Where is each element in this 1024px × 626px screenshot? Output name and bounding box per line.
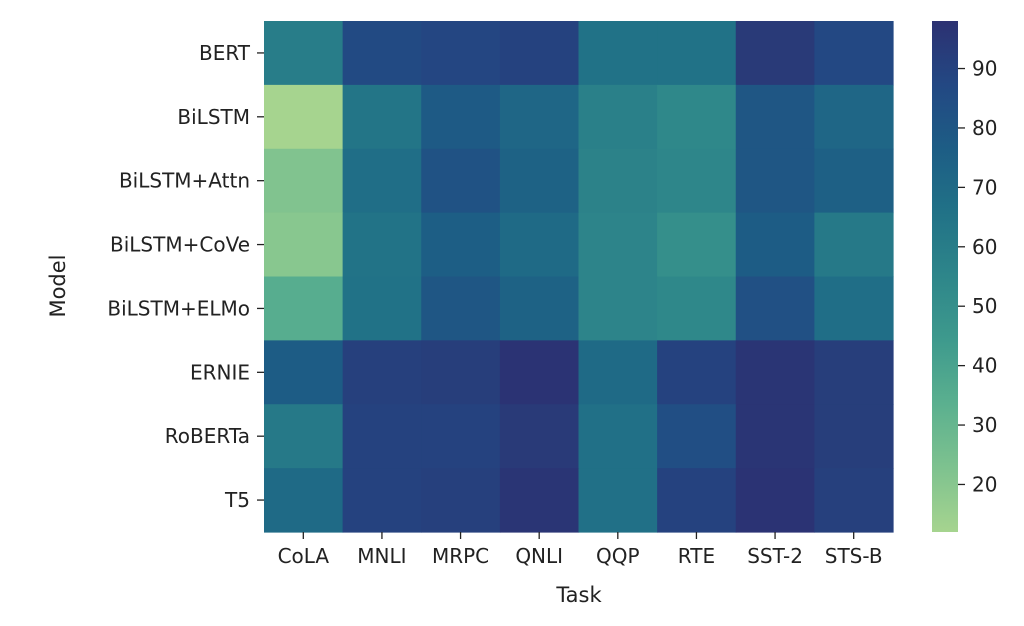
colorbar-tick-label: 50 [972,294,997,318]
y-tick-label: T5 [224,488,250,512]
heatmap-cell-BiLSTM+Attn-CoLA [264,148,344,214]
x-tick-label: CoLA [278,544,330,568]
heatmap-cell-BiLSTM+ELMo-SST-2 [735,276,815,341]
heatmap-cell-BiLSTM-CoLA [264,84,344,150]
heatmap-cell-BiLSTM+Attn-QNLI [499,148,580,214]
colorbar-tick-label: 90 [972,57,997,81]
heatmap-cell-T5-STS-B [814,468,894,533]
heatmap-cell-BiLSTM+CoVe-MNLI [342,212,422,278]
heatmap-cell-BiLSTM+ELMo-MNLI [342,276,422,341]
heatmap-cell-BiLSTM+Attn-SST-2 [735,148,815,214]
heatmap-cell-BiLSTM+CoVe-MRPC [421,212,501,278]
heatmap-cell-RoBERTa-STS-B [814,404,894,469]
heatmap-cell-T5-MNLI [342,468,422,533]
heatmap-cell-BiLSTM-MRPC [421,84,501,150]
heatmap-cell-ERNIE-RTE [657,340,737,405]
heatmap-cell-RoBERTa-QQP [578,404,658,469]
heatmap-cell-BiLSTM+ELMo-QQP [578,276,658,341]
colorbar-gradient [932,21,958,532]
colorbar-tick-label: 60 [972,235,997,259]
colorbar-tick-label: 20 [972,472,997,496]
y-axis: BERT BiLSTM BiLSTM+Attn BiLSTM+CoVe BiLSTM+E… [107,41,264,512]
heatmap-cell-BiLSTM+Attn-MRPC [421,148,501,214]
heatmap-cell-BiLSTM-STS-B [814,84,894,150]
colorbar-tick-label: 70 [972,175,997,199]
heatmap-cell-T5-QNLI [499,468,580,533]
heatmap-cell-BiLSTM+Attn-RTE [657,148,737,214]
heatmap-cell-T5-CoLA [264,468,344,533]
heatmap-cell-BiLSTM-QNLI [499,84,580,150]
x-tick-label: STS-B [825,544,883,568]
heatmap-cell-T5-MRPC [421,468,501,533]
heatmap-cell-ERNIE-SST-2 [735,340,815,405]
heatmap-cell-ERNIE-MNLI [342,340,422,405]
heatmap-cell-BiLSTM-MNLI [342,84,422,150]
heatmap-cells [264,21,894,533]
heatmap-cell-T5-QQP [578,468,658,533]
x-axis-title: Task [555,583,602,607]
heatmap-cell-RoBERTa-MNLI [342,404,422,469]
y-tick-label: ERNIE [190,360,250,384]
heatmap-cell-BiLSTM+ELMo-CoLA [264,276,344,341]
colorbar: 20 30 40 50 60 70 80 90 [932,21,997,532]
heatmap-cell-BiLSTM+ELMo-STS-B [814,276,894,341]
heatmap-cell-BiLSTM-RTE [657,84,737,150]
heatmap-cell-BERT-SST-2 [735,21,815,86]
heatmap-cell-RoBERTa-CoLA [264,404,344,469]
x-tick-label: RTE [678,544,715,568]
x-tick-label: SST-2 [747,544,803,568]
heatmap-cell-BiLSTM+CoVe-SST-2 [735,212,815,278]
heatmap-cell-RoBERTa-QNLI [499,404,580,469]
heatmap-cell-BiLSTM+Attn-STS-B [814,148,894,214]
y-tick-label: BiLSTM [177,105,250,129]
heatmap-cell-BiLSTM+Attn-MNLI [342,148,422,214]
heatmap-cell-T5-SST-2 [735,468,815,533]
y-tick-label: RoBERTa [165,424,250,448]
heatmap-cell-BiLSTM-SST-2 [735,84,815,150]
y-axis-title: Model [46,254,70,317]
heatmap-cell-BiLSTM+CoVe-CoLA [264,212,344,278]
heatmap-cell-BiLSTM+CoVe-QQP [578,212,658,278]
y-tick-label: BiLSTM+CoVe [110,233,250,257]
heatmap-cell-ERNIE-MRPC [421,340,501,405]
colorbar-tick-label: 40 [972,354,997,378]
heatmap-cell-BERT-QNLI [499,21,580,86]
heatmap-cell-ERNIE-QNLI [499,340,580,405]
heatmap-cell-T5-RTE [657,468,737,533]
heatmap-cell-BiLSTM-QQP [578,84,658,150]
x-tick-label: QNLI [515,544,563,568]
heatmap-cell-ERNIE-CoLA [264,340,344,405]
colorbar-tick-label: 80 [972,116,997,140]
y-tick-label: BiLSTM+ELMo [107,296,250,320]
heatmap-cell-BiLSTM+CoVe-STS-B [814,212,894,278]
heatmap-cell-BiLSTM+Attn-QQP [578,148,658,214]
heatmap-cell-RoBERTa-MRPC [421,404,501,469]
y-tick-label: BiLSTM+Attn [119,169,250,193]
heatmap-cell-RoBERTa-RTE [657,404,737,469]
x-tick-label: MNLI [357,544,406,568]
heatmap-cell-BERT-QQP [578,21,658,86]
heatmap-cell-BERT-STS-B [814,21,894,86]
heatmap-cell-BERT-CoLA [264,21,344,86]
heatmap-cell-BiLSTM+CoVe-RTE [657,212,737,278]
heatmap-cell-BERT-MNLI [342,21,422,86]
heatmap-cell-RoBERTa-SST-2 [735,404,815,469]
heatmap-cell-BiLSTM+CoVe-QNLI [499,212,580,278]
heatmap-cell-BERT-RTE [657,21,737,86]
heatmap-cell-BiLSTM+ELMo-QNLI [499,276,580,341]
heatmap-cell-BiLSTM+ELMo-RTE [657,276,737,341]
x-axis: CoLA MNLI MRPC QNLI QQP RTE SST-2 STS-B [278,532,883,568]
y-tick-label: BERT [199,41,251,65]
heatmap-cell-BiLSTM+ELMo-MRPC [421,276,501,341]
colorbar-tick-label: 30 [972,413,997,437]
x-tick-label: QQP [596,544,640,568]
heatmap-cell-ERNIE-STS-B [814,340,894,405]
x-tick-label: MRPC [432,544,489,568]
heatmap-cell-BERT-MRPC [421,21,501,86]
heatmap-cell-ERNIE-QQP [578,340,658,405]
colorbar-ticks: 20 30 40 50 60 70 80 90 [958,57,997,496]
